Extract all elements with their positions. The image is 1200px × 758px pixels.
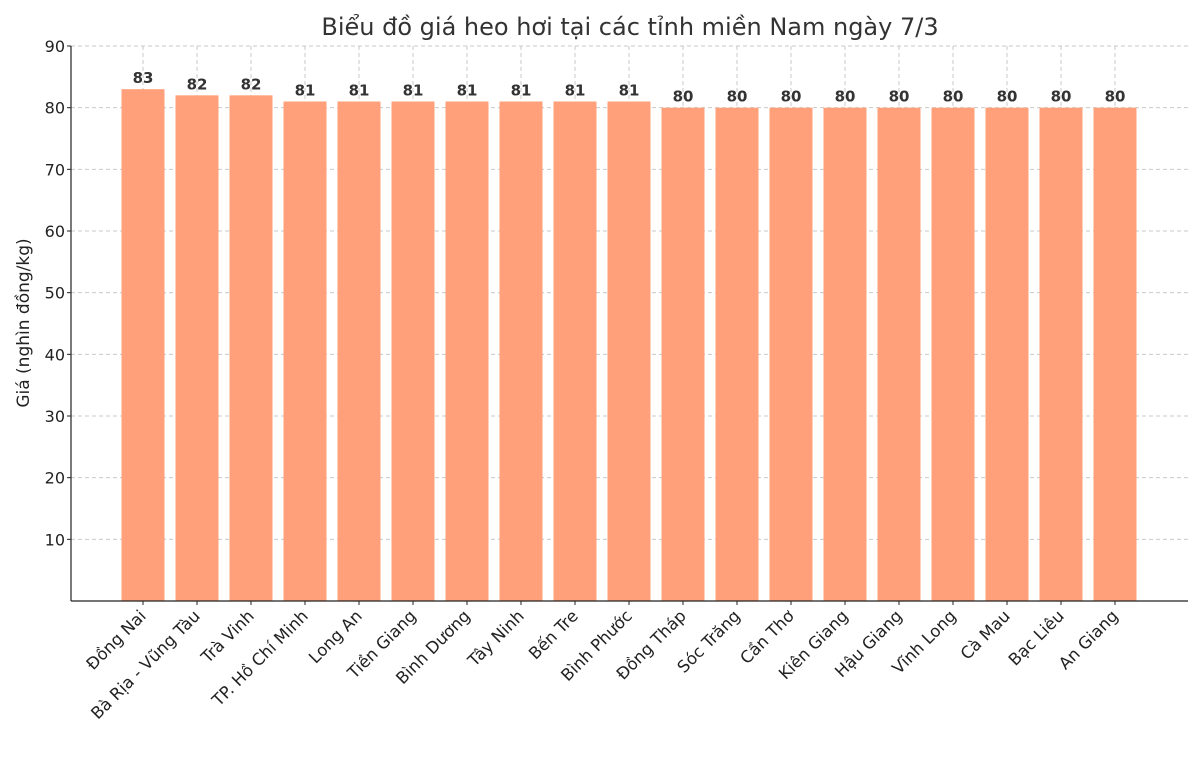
data-label: 83 xyxy=(133,69,154,87)
bar xyxy=(121,89,165,602)
y-tick-labels: 10 20 30 40 50 60 70 80 90 xyxy=(45,37,71,549)
data-label: 81 xyxy=(295,82,316,100)
y-axis-label: Giá (nghìn đồng/kg) xyxy=(13,238,34,407)
data-label: 81 xyxy=(349,82,370,100)
y-tick-label: 30 xyxy=(45,407,65,426)
bar xyxy=(931,107,975,602)
data-label: 82 xyxy=(241,75,262,93)
data-label: 82 xyxy=(187,75,208,93)
bar xyxy=(445,101,489,601)
x-tick-label: An Giang xyxy=(1055,606,1122,673)
data-label: 80 xyxy=(889,88,910,106)
bar xyxy=(391,101,435,601)
bar xyxy=(499,101,543,601)
data-label: 80 xyxy=(1105,88,1126,106)
bar xyxy=(175,95,219,601)
data-label: 80 xyxy=(997,88,1018,106)
data-label: 81 xyxy=(457,82,478,100)
y-tick-label: 10 xyxy=(45,530,65,549)
bar xyxy=(985,107,1029,602)
bar xyxy=(1039,107,1083,602)
x-tick-label: TP. Hồ Chí Minh xyxy=(208,606,312,710)
data-label: 80 xyxy=(781,88,802,106)
data-label: 80 xyxy=(727,88,748,106)
bar xyxy=(337,101,381,601)
data-label: 80 xyxy=(673,88,694,106)
data-label: 81 xyxy=(565,82,586,100)
data-labels: 83 82 82 81 81 81 81 81 81 81 80 80 80 80 80 80 80 80 80 xyxy=(133,69,1126,106)
data-label: 81 xyxy=(403,82,424,100)
y-tick-label: 40 xyxy=(45,345,65,364)
bars xyxy=(121,89,1137,602)
bar xyxy=(553,101,597,601)
y-tick-label: 50 xyxy=(45,284,65,303)
data-label: 80 xyxy=(1051,88,1072,106)
data-label: 81 xyxy=(511,82,532,100)
bar xyxy=(769,107,813,602)
bar xyxy=(877,107,921,602)
y-tick-label: 60 xyxy=(45,222,65,241)
y-tick-label: 20 xyxy=(45,469,65,488)
chart-title: Biểu đồ giá heo hơi tại các tỉnh miền Na… xyxy=(321,13,938,41)
bar xyxy=(283,101,327,601)
bar xyxy=(661,107,705,602)
data-label: 80 xyxy=(943,88,964,106)
bar xyxy=(1093,107,1137,602)
x-tick-label: Tây Ninh xyxy=(463,606,527,670)
y-tick-label: 90 xyxy=(45,37,65,56)
data-label: 81 xyxy=(619,82,640,100)
data-label: 80 xyxy=(835,88,856,106)
bar xyxy=(607,101,651,601)
y-tick-label: 70 xyxy=(45,160,65,179)
bar xyxy=(823,107,867,602)
y-tick-label: 80 xyxy=(45,99,65,118)
bar xyxy=(229,95,273,601)
bar xyxy=(715,107,759,602)
